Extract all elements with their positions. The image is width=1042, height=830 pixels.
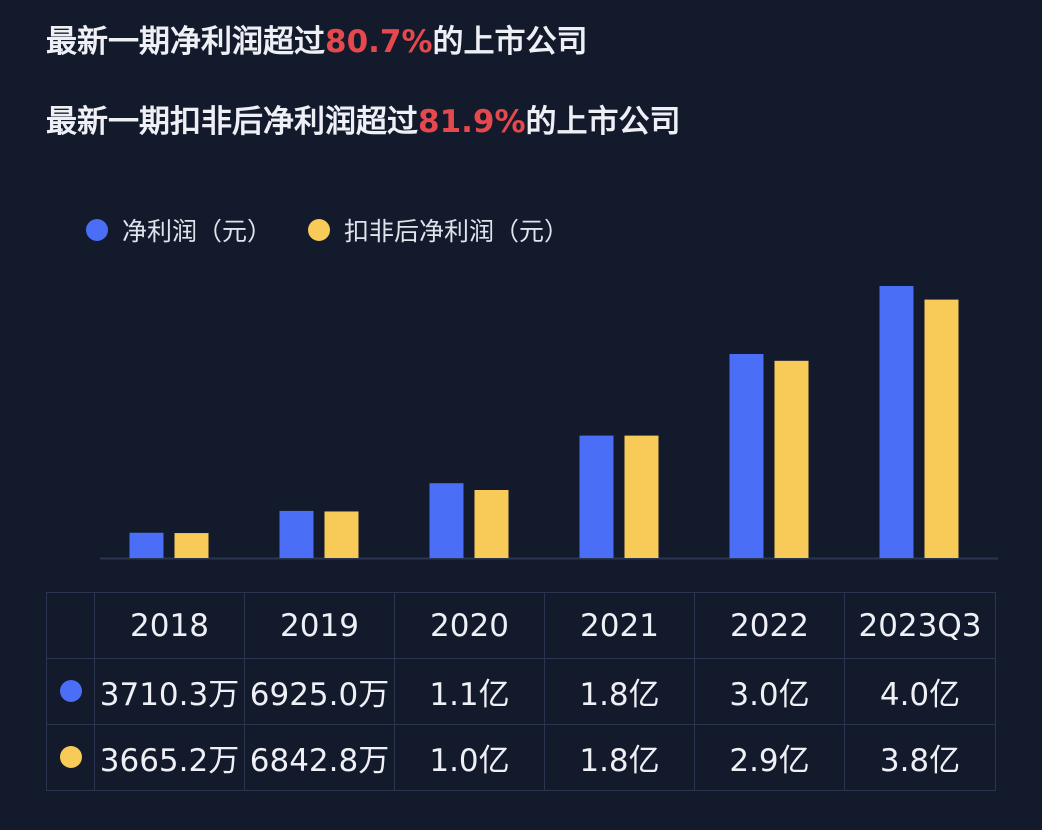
table-header-2021: 2021 xyxy=(544,592,695,659)
headline-net-profit: 最新一期净利润超过80.7%的上市公司 xyxy=(46,22,588,62)
headline-net-profit-prefix: 最新一期净利润超过 xyxy=(46,24,325,60)
bar-deducted-net-profit-2020 xyxy=(474,490,509,558)
bar-deducted-net-profit-2018 xyxy=(174,533,209,558)
table-cell-deducted-net-profit-2022: 2.9亿 xyxy=(694,724,845,791)
table-row-deducted-net-profit: 3665.2万 6842.8万 1.0亿 1.8亿 2.9亿 3.8亿 xyxy=(46,724,996,791)
bar-net-profit-2019 xyxy=(279,510,314,558)
table-cell-deducted-net-profit-2020: 1.0亿 xyxy=(394,724,545,791)
legend-label-net-profit: 净利润（元） xyxy=(122,217,273,246)
table-cell-deducted-net-profit-2021: 1.8亿 xyxy=(544,724,695,791)
bar-net-profit-2023q3 xyxy=(879,286,914,558)
row-dot-net-profit xyxy=(59,679,82,702)
table-corner-cell xyxy=(46,592,95,659)
table-cell-deducted-net-profit-2018: 3665.2万 xyxy=(94,724,245,791)
table-cell-net-profit-2018: 3710.3万 xyxy=(94,658,245,725)
headline-net-profit-suffix: 的上市公司 xyxy=(432,24,588,60)
table-cell-deducted-net-profit-2019: 6842.8万 xyxy=(244,724,395,791)
bar-chart xyxy=(100,286,998,560)
table-header-2018: 2018 xyxy=(94,592,245,659)
table-dot-cell-net-profit xyxy=(46,658,95,725)
table-header-2020: 2020 xyxy=(394,592,545,659)
headline-net-profit-percent: 80.7% xyxy=(325,24,433,60)
table-cell-net-profit-2021: 1.8亿 xyxy=(544,658,695,725)
bar-net-profit-2018 xyxy=(129,532,164,558)
headline-deducted-suffix: 的上市公司 xyxy=(525,104,681,140)
headline-deducted-net-profit: 最新一期扣非后净利润超过81.9%的上市公司 xyxy=(46,102,681,142)
table-dot-cell-deducted-net-profit xyxy=(46,724,95,791)
table-cell-net-profit-2022: 3.0亿 xyxy=(694,658,845,725)
table-row-net-profit: 3710.3万 6925.0万 1.1亿 1.8亿 3.0亿 4.0亿 xyxy=(46,658,996,725)
legend-item-deducted-net-profit: 扣非后净利润（元） xyxy=(308,212,569,248)
table-header-2023q3: 2023Q3 xyxy=(844,592,996,659)
table-cell-net-profit-2019: 6925.0万 xyxy=(244,658,395,725)
legend-dot-deducted-net-profit xyxy=(308,219,331,241)
headline-deducted-prefix: 最新一期扣非后净利润超过 xyxy=(46,104,418,140)
bar-deducted-net-profit-2023q3 xyxy=(924,299,959,558)
table-cell-deducted-net-profit-2023q3: 3.8亿 xyxy=(844,724,996,791)
data-table: 2018 2019 2020 2021 2022 2023Q3 3710.3万 6925.0万… xyxy=(46,592,996,791)
bar-deducted-net-profit-2019 xyxy=(324,511,359,558)
table-header-2022: 2022 xyxy=(694,592,845,659)
table-cell-net-profit-2023q3: 4.0亿 xyxy=(844,658,996,725)
headline-deducted-percent: 81.9% xyxy=(418,104,526,140)
bar-net-profit-2020 xyxy=(429,483,464,558)
legend-label-deducted-net-profit: 扣非后净利润（元） xyxy=(344,217,570,246)
legend-dot-net-profit xyxy=(86,219,108,241)
bar-deducted-net-profit-2021 xyxy=(624,435,659,558)
bar-net-profit-2022 xyxy=(729,354,764,558)
row-dot-deducted-net-profit xyxy=(59,745,82,768)
table-header-2019: 2019 xyxy=(244,592,395,659)
legend-item-net-profit: 净利润（元） xyxy=(86,212,272,248)
chart-legend: 净利润（元） 扣非后净利润（元） xyxy=(86,212,605,248)
bar-net-profit-2021 xyxy=(579,435,614,558)
bar-deducted-net-profit-2022 xyxy=(774,360,809,558)
table-header-row: 2018 2019 2020 2021 2022 2023Q3 xyxy=(46,592,996,659)
table-cell-net-profit-2020: 1.1亿 xyxy=(394,658,545,725)
